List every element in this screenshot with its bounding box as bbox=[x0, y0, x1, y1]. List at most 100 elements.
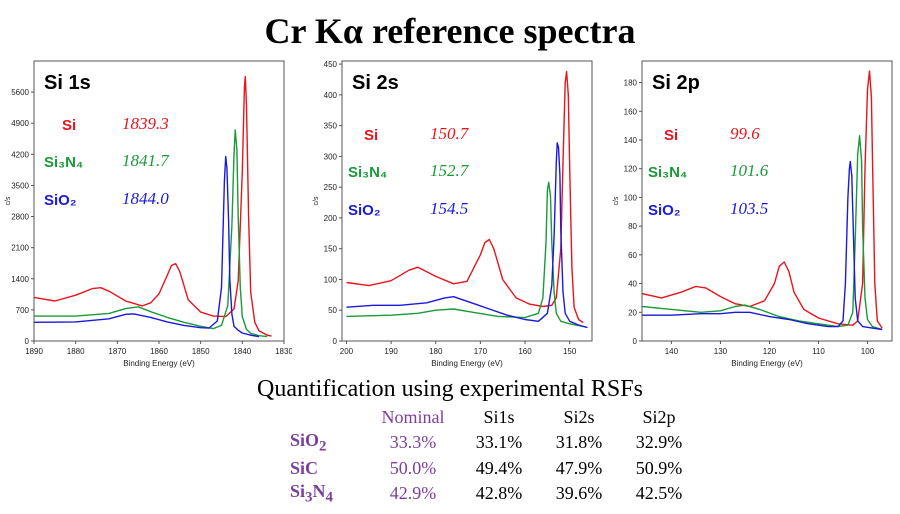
series-line bbox=[642, 160, 883, 331]
annotation-label: Si₃N₄ bbox=[648, 164, 687, 181]
x-axis-label: Binding Energy (eV) bbox=[431, 359, 503, 368]
annotation-label: SiO₂ bbox=[648, 202, 681, 219]
annotation-label: SiO₂ bbox=[348, 202, 381, 219]
header-si1s: Si1s bbox=[483, 407, 515, 427]
annotation-label: Si bbox=[62, 117, 76, 134]
annotation-value: 1841.7 bbox=[122, 151, 170, 170]
y-tick-label: 700 bbox=[16, 306, 30, 315]
chart-si1s-svg: 0 700 1400 2100 2800 3500 4200 4900 5600 1890 1880… bbox=[5, 60, 292, 368]
y-tick-label: 60 bbox=[628, 251, 637, 260]
y-tick-label: 1400 bbox=[11, 275, 29, 284]
table-row: Si3N4 42.9% 42.8% 39.6% 42.5% bbox=[290, 481, 706, 507]
cell-value: 47.9% bbox=[555, 457, 603, 478]
cell-value: 33.1% bbox=[475, 432, 523, 453]
annotation-label: SiO₂ bbox=[44, 192, 77, 209]
cell-value: 39.6% bbox=[555, 482, 603, 503]
annotation-value: 152.7 bbox=[430, 161, 470, 180]
y-tick-label: 0 bbox=[25, 337, 30, 346]
annotation-value: 154.5 bbox=[430, 199, 468, 218]
annotation-value: 150.7 bbox=[430, 124, 470, 143]
panel-label: Si 2p bbox=[652, 72, 700, 94]
quantification-table: Nominal Si1s Si2s Si2p SiO2 33.3% 33.1% … bbox=[290, 405, 706, 506]
y-tick-label: 180 bbox=[624, 79, 638, 88]
slide-title: Cr Kα reference spectra bbox=[264, 11, 636, 51]
annotation-label: Si bbox=[364, 127, 378, 144]
y-axis-label: c/s bbox=[313, 196, 320, 205]
y-tick-label: 0 bbox=[333, 337, 338, 346]
x-tick-label: 120 bbox=[763, 347, 777, 356]
chart-si2s-svg: 0 50 100 150 200 250 300 350 400 450 200 190 180 170 1… bbox=[313, 60, 593, 368]
x-tick-label: 190 bbox=[384, 347, 398, 356]
cell-value: 50.9% bbox=[635, 457, 683, 478]
cell-value: 49.4% bbox=[475, 457, 523, 478]
x-tick-label: 140 bbox=[665, 347, 679, 356]
header-si2p: Si2p bbox=[642, 407, 676, 427]
y-tick-label: 350 bbox=[324, 122, 338, 131]
series-line bbox=[642, 70, 883, 329]
x-tick-label: 170 bbox=[474, 347, 488, 356]
x-tick-label: 1830 bbox=[275, 347, 292, 356]
header-si2s: Si2s bbox=[563, 407, 595, 427]
cell-value: 32.9% bbox=[635, 432, 683, 453]
cell-value: 31.8% bbox=[555, 432, 603, 453]
x-axis-label: Binding Energy (eV) bbox=[731, 359, 803, 368]
table-header-row: Nominal Si1s Si2s Si2p bbox=[290, 405, 706, 430]
chart-si2p: 0 20 40 60 80 100 120 140 160 180 140 130 120 110 100 B… bbox=[604, 55, 900, 375]
y-axis-label: c/s bbox=[5, 196, 12, 205]
y-tick-label: 100 bbox=[324, 275, 338, 284]
series-line bbox=[642, 134, 883, 331]
x-axis-label: Binding Energy (eV) bbox=[123, 359, 195, 368]
y-tick-label: 2800 bbox=[11, 213, 29, 222]
x-tick-label: 180 bbox=[429, 347, 443, 356]
y-tick-label: 200 bbox=[324, 214, 338, 223]
y-tick-label: 120 bbox=[624, 165, 638, 174]
y-axis-label: c/s bbox=[613, 196, 620, 205]
series-line bbox=[34, 75, 272, 337]
annotation-label: Si₃N₄ bbox=[348, 164, 387, 181]
x-tick-label: 1890 bbox=[25, 347, 43, 356]
series-line bbox=[346, 142, 588, 329]
x-tick-label: 200 bbox=[340, 347, 354, 356]
annotation-value: 103.5 bbox=[730, 199, 768, 218]
y-tick-label: 300 bbox=[324, 152, 338, 161]
y-tick-label: 4200 bbox=[11, 150, 29, 159]
x-tick-label: 130 bbox=[714, 347, 728, 356]
series-line bbox=[34, 129, 268, 338]
row-label-si3n4: Si3N4 bbox=[290, 480, 334, 506]
panel-label: Si 2s bbox=[352, 72, 399, 94]
x-tick-label: 1870 bbox=[108, 347, 126, 356]
x-tick-label: 1880 bbox=[67, 347, 85, 356]
table-row: SiC 50.0% 49.4% 47.9% 50.9% bbox=[290, 456, 706, 481]
y-tick-label: 160 bbox=[624, 107, 638, 116]
x-tick-label: 100 bbox=[861, 347, 875, 356]
x-tick-label: 1840 bbox=[233, 347, 251, 356]
y-tick-label: 250 bbox=[324, 183, 338, 192]
x-tick-label: 1860 bbox=[150, 347, 168, 356]
cell-nominal: 33.3% bbox=[389, 432, 437, 453]
plot-frame bbox=[641, 60, 893, 342]
y-tick-label: 0 bbox=[633, 337, 638, 346]
y-tick-label: 2100 bbox=[11, 244, 29, 253]
annotation-label: Si bbox=[664, 127, 678, 144]
annotation-value: 1839.3 bbox=[122, 114, 169, 133]
y-tick-label: 80 bbox=[628, 222, 637, 231]
table-row: SiO2 33.3% 33.1% 31.8% 32.9% bbox=[290, 430, 706, 456]
row-label-sio2: SiO2 bbox=[290, 430, 327, 455]
y-tick-label: 150 bbox=[324, 245, 338, 254]
annotation-value: 1844.0 bbox=[122, 189, 169, 208]
x-tick-label: 160 bbox=[518, 347, 532, 356]
x-tick-label: 1850 bbox=[192, 347, 210, 356]
series-line bbox=[346, 70, 584, 324]
y-tick-label: 4900 bbox=[11, 119, 29, 128]
y-tick-label: 400 bbox=[324, 91, 338, 100]
y-tick-label: 50 bbox=[328, 306, 337, 315]
quantification-title: Quantification using experimental RSFs bbox=[257, 376, 643, 402]
x-tick-label: 110 bbox=[812, 347, 825, 356]
series-line bbox=[34, 155, 260, 338]
y-tick-label: 5600 bbox=[11, 88, 29, 97]
header-blank bbox=[290, 405, 374, 430]
annotation-value: 99.6 bbox=[730, 124, 760, 143]
chart-si2p-svg: 0 20 40 60 80 100 120 140 160 180 140 130 120 110 100 B… bbox=[613, 60, 893, 368]
cell-nominal: 50.0% bbox=[389, 457, 437, 478]
panel-label: Si 1s bbox=[44, 72, 91, 94]
